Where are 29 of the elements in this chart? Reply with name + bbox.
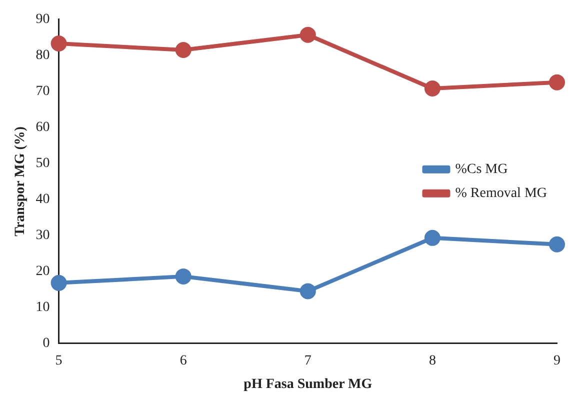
y-tick-label: 60 bbox=[36, 120, 50, 136]
y-tick-label: 80 bbox=[36, 48, 50, 64]
x-tick-label: 5 bbox=[55, 353, 62, 368]
y-tick-label: 50 bbox=[36, 156, 50, 172]
y-tick-label: 40 bbox=[36, 192, 50, 208]
point bbox=[424, 80, 440, 97]
y-tick-label: 0 bbox=[42, 336, 50, 352]
point bbox=[300, 283, 316, 300]
x-axis-title: pH Fasa Sumber MG bbox=[244, 377, 372, 392]
x-tick-label: 8 bbox=[428, 353, 436, 368]
y-tick-label: 20 bbox=[36, 264, 50, 280]
y-tick-label: 70 bbox=[36, 84, 50, 100]
point bbox=[549, 74, 565, 90]
legend-label: %Cs MG bbox=[455, 162, 508, 178]
y-tick-label: 10 bbox=[36, 300, 50, 316]
point bbox=[424, 230, 440, 246]
y-tick-label: 30 bbox=[36, 228, 50, 244]
point bbox=[50, 36, 67, 52]
point bbox=[50, 274, 67, 291]
point bbox=[549, 236, 565, 252]
y-axis-title: Transpor MG (%) bbox=[13, 126, 28, 236]
x-tick-label: 7 bbox=[304, 353, 312, 368]
legend-label: % Removal MG bbox=[455, 186, 547, 202]
x-tick-label: 9 bbox=[554, 353, 560, 368]
point bbox=[300, 26, 316, 43]
x-tick-label: 6 bbox=[180, 353, 187, 368]
y-tick-label: 90 bbox=[36, 12, 50, 28]
point bbox=[175, 42, 192, 58]
point bbox=[175, 268, 192, 284]
